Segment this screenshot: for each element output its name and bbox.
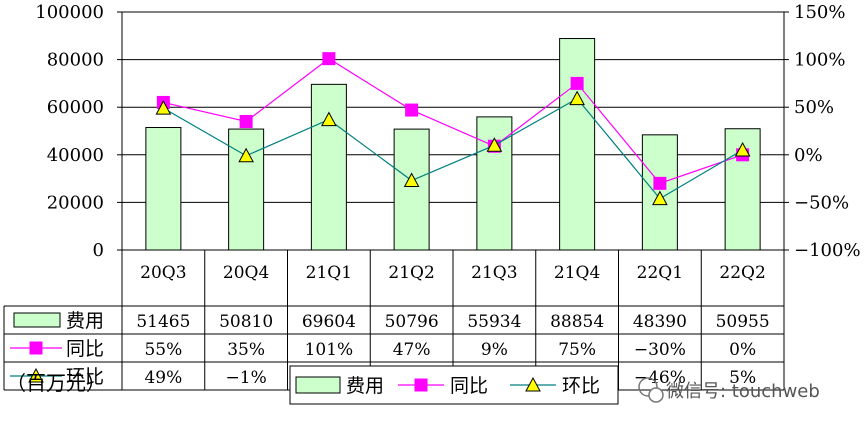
data-point [238, 147, 254, 163]
category-label: 21Q4 [554, 263, 600, 283]
bar [228, 128, 265, 251]
y-left-tick-label: 20000 [47, 192, 104, 213]
legend: 费用 同比 环比 [289, 365, 619, 405]
table-cell: −1% [226, 368, 267, 388]
y-right-tick-label: 150% [794, 2, 845, 23]
wechat-logo [638, 377, 658, 397]
legend-label: 环比 [562, 375, 600, 397]
table-cell: 88854 [550, 312, 604, 332]
table-cell: 69604 [302, 312, 356, 332]
y-right-tick-label: −100% [794, 240, 861, 261]
plot-area [121, 11, 785, 251]
table-key-marker [29, 341, 43, 355]
legend-label: 同比 [450, 375, 488, 397]
data-point [155, 100, 172, 115]
table-cell: 50810 [219, 312, 273, 332]
unit-label: （百万元） [6, 371, 106, 395]
table-cell: 50796 [385, 312, 439, 332]
table-cell: −46% [634, 368, 686, 388]
category-label: 21Q1 [306, 263, 352, 283]
table-cell: 50955 [716, 312, 770, 332]
line-series [155, 52, 751, 206]
category-label: 21Q3 [471, 263, 517, 283]
series-line [163, 57, 743, 185]
y-right-tick-label: 100% [794, 50, 845, 71]
data-point [322, 52, 336, 66]
category-label: 21Q2 [388, 263, 434, 283]
table-cell: 75% [558, 340, 596, 360]
bar [559, 38, 596, 251]
category-label: 22Q2 [719, 263, 765, 283]
wechat-logo [648, 387, 664, 403]
data-point [405, 103, 419, 117]
table-cell: 51465 [136, 312, 190, 332]
category-label: 20Q3 [140, 263, 186, 283]
data-table: 20Q3 20Q4 21Q1 21Q2 21Q3 21Q4 22Q1 22Q2 费用 51465 5… [3, 250, 785, 391]
y-left-tick-label: 0 [93, 240, 104, 261]
data-point [570, 76, 584, 90]
table-key [13, 312, 61, 328]
data-point [321, 111, 337, 127]
legend-box [289, 365, 619, 405]
row-label: 费用 [66, 310, 104, 332]
row-label: 同比 [66, 338, 104, 360]
watermark: 微信号: touchweb [638, 377, 820, 403]
y-right-tick-label: −50% [794, 192, 849, 213]
table-cell: 101% [305, 340, 354, 360]
legend-key-marker [525, 376, 541, 392]
axes: 0 20000 40000 60000 80000 100000 −100% −50% 0% 50… [35, 2, 860, 261]
data-point [486, 137, 503, 152]
legend-label: 费用 [346, 375, 384, 397]
y-left-tick-label: 60000 [47, 97, 104, 118]
table-cell: 35% [227, 340, 265, 360]
data-point [652, 190, 668, 206]
category-label: 22Q1 [637, 263, 683, 283]
y-right-tick-label: 50% [794, 97, 834, 118]
table-cell: 9% [481, 340, 508, 360]
table-cell: 55% [144, 340, 182, 360]
y-right-tick-label: 0% [794, 145, 823, 166]
data-point [653, 176, 667, 190]
table-cell: −30% [634, 340, 686, 360]
series-line [163, 97, 743, 200]
plot-frame [121, 11, 785, 251]
row-label: 环比 [66, 366, 104, 388]
category-label: 20Q4 [223, 263, 269, 283]
legend-key [295, 376, 341, 394]
data-point [239, 114, 253, 128]
data-point [403, 172, 420, 188]
y-left-tick-label: 80000 [47, 50, 104, 71]
table-cell: 55934 [467, 312, 521, 332]
watermark-text: 微信号: touchweb [666, 381, 820, 402]
y-left-tick-label: 100000 [35, 2, 104, 23]
data-point [734, 141, 751, 157]
table-cell: 0% [729, 340, 756, 360]
bar [145, 127, 182, 251]
bar [393, 128, 430, 251]
data-point [569, 90, 585, 106]
table-key-marker [28, 367, 44, 383]
table-cell: 47% [393, 340, 431, 360]
table-cell: 49% [144, 368, 182, 388]
legend-key-marker [414, 378, 428, 392]
y-left-tick-label: 40000 [47, 145, 104, 166]
table-cell: 5% [729, 368, 756, 388]
table-cell: 48390 [633, 312, 687, 332]
bar [310, 83, 347, 251]
